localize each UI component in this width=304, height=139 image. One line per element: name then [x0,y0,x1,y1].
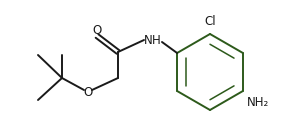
Text: O: O [92,23,102,37]
Text: O: O [83,85,93,99]
Text: NH₂: NH₂ [247,96,269,109]
Text: H: H [152,33,161,47]
Text: Cl: Cl [204,15,216,28]
Text: N: N [144,33,153,47]
